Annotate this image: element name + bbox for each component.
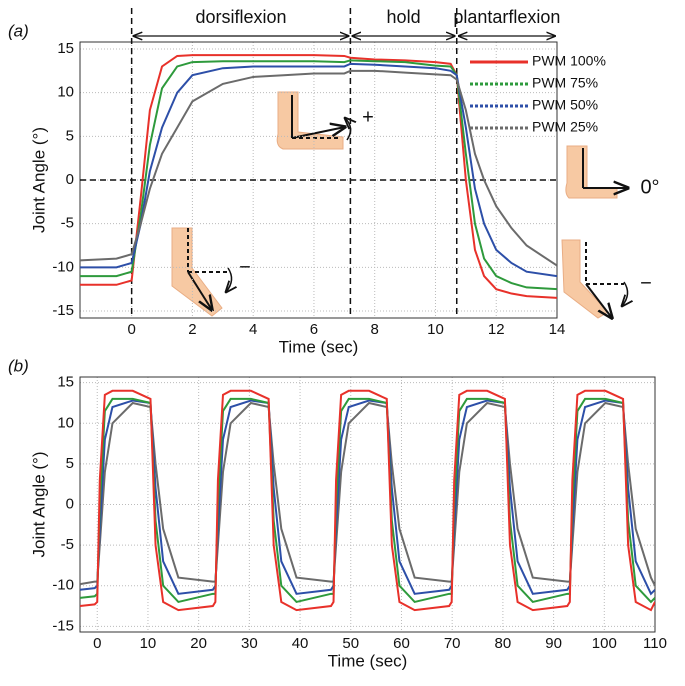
annotation: − bbox=[239, 256, 251, 278]
x-tick-label: 110 bbox=[643, 635, 667, 652]
y-tick-label: 5 bbox=[66, 455, 74, 472]
series-line bbox=[80, 62, 557, 278]
foot-icon bbox=[276, 91, 344, 150]
foot-icons bbox=[171, 91, 628, 318]
annotation: + bbox=[362, 106, 374, 128]
x-tick-label: 10 bbox=[140, 635, 157, 652]
y-tick-label: -10 bbox=[52, 577, 74, 594]
legend-label: PWM 75% bbox=[532, 75, 598, 91]
plot-lines bbox=[80, 54, 557, 299]
series-line bbox=[80, 69, 557, 267]
x-tick-label: 60 bbox=[393, 635, 410, 652]
phase-label: dorsiflexion bbox=[196, 7, 287, 27]
x-tick-label: 80 bbox=[495, 635, 512, 652]
y-tick-label: 0 bbox=[66, 495, 74, 512]
x-tick-label: 100 bbox=[592, 635, 617, 652]
x-tick-label: 12 bbox=[488, 321, 505, 338]
series-line bbox=[80, 389, 655, 612]
x-tick-label: 6 bbox=[310, 321, 318, 338]
series-line bbox=[80, 54, 557, 299]
annotation: 0° bbox=[640, 176, 659, 198]
x-tick-label: 40 bbox=[292, 635, 309, 652]
x-tick-label: 10 bbox=[427, 321, 444, 338]
phase-label: plantarflexion bbox=[453, 7, 560, 27]
y-tick-label: 5 bbox=[66, 127, 74, 144]
foot-icon bbox=[565, 145, 618, 199]
y-tick-label: -15 bbox=[52, 302, 74, 319]
x-tick-label: 90 bbox=[545, 635, 562, 652]
x-tick-label: 70 bbox=[444, 635, 461, 652]
y-axis-label: Joint Angle (°) bbox=[29, 451, 48, 557]
panel-label: (a) bbox=[8, 21, 29, 40]
series-line bbox=[80, 399, 655, 596]
x-tick-label: 14 bbox=[549, 321, 566, 338]
x-tick-label: 4 bbox=[249, 321, 257, 338]
x-tick-label: 20 bbox=[190, 635, 207, 652]
y-tick-label: 0 bbox=[66, 171, 74, 188]
x-tick-label: 8 bbox=[371, 321, 379, 338]
plot-lines bbox=[80, 389, 655, 612]
x-axis-label: Time (sec) bbox=[279, 337, 359, 356]
x-tick-label: 30 bbox=[241, 635, 258, 652]
series-line bbox=[80, 397, 655, 604]
legend-label: PWM 50% bbox=[532, 97, 598, 113]
legend-label: PWM 25% bbox=[532, 119, 598, 135]
y-axis-label: Joint Angle (°) bbox=[29, 127, 48, 233]
y-tick-label: -15 bbox=[52, 617, 74, 634]
panel-label: (b) bbox=[8, 356, 29, 375]
x-tick-label: 0 bbox=[127, 321, 135, 338]
y-tick-label: 15 bbox=[57, 40, 74, 57]
phase-label: hold bbox=[387, 7, 421, 27]
x-tick-label: 2 bbox=[188, 321, 196, 338]
x-axis-label: Time (sec) bbox=[328, 651, 408, 670]
series-line bbox=[80, 401, 655, 587]
y-tick-label: 15 bbox=[57, 374, 74, 391]
y-tick-label: -5 bbox=[61, 536, 74, 553]
x-tick-label: 50 bbox=[342, 635, 359, 652]
y-tick-label: -10 bbox=[52, 258, 74, 275]
annotation: − bbox=[640, 272, 652, 294]
legend-label: PWM 100% bbox=[532, 53, 606, 69]
y-tick-label: 10 bbox=[57, 84, 74, 101]
x-tick-label: 0 bbox=[93, 635, 101, 652]
y-tick-label: -5 bbox=[61, 215, 74, 232]
y-tick-label: 10 bbox=[57, 414, 74, 431]
series-line bbox=[80, 59, 557, 291]
plot-frame bbox=[79, 376, 656, 633]
